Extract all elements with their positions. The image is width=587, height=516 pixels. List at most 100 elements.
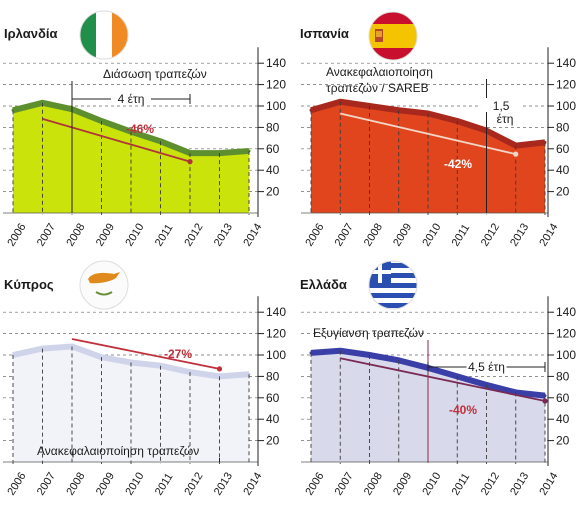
duration-label: 1,5 <box>493 99 510 113</box>
area-plot: -46% 20 40 60 80 100 120 140 2006 2007 2008 2009 201… <box>3 47 286 249</box>
trend-end-marker <box>216 366 223 372</box>
x-tick-label: 2010 <box>123 470 146 497</box>
country-label: Ιρλανδία <box>4 26 57 41</box>
y-tick-label: 140 <box>266 56 286 70</box>
y-tick-label: 40 <box>556 163 570 177</box>
trend-line <box>71 338 220 370</box>
country-label: Κύπρος <box>4 277 54 292</box>
x-tick-label: 2011 <box>153 222 176 248</box>
x-tick-label: 2009 <box>391 470 414 497</box>
x-tick-label: 2008 <box>362 221 385 248</box>
duration-label-bg <box>481 98 522 112</box>
event-annotation: τραπεζών / SAREB <box>326 81 429 95</box>
ireland-flag-icon <box>80 11 128 59</box>
x-tick-label: 2006 <box>5 221 28 248</box>
trend-end-marker <box>513 151 519 157</box>
x-tick-label: 2006 <box>303 470 326 497</box>
cyprus-flag-icon <box>80 261 128 309</box>
x-tick-label: 2010 <box>123 221 146 248</box>
event-annotation: Διάσωση τραπεζών <box>103 67 207 81</box>
panel-spain: Ισπανία -42% 20 40 60 80 100 120 140 2006 2007 200… <box>300 11 576 249</box>
event-annotation: Ανακεφαλαιοποίηση τραπεζών <box>37 444 199 458</box>
spain-flag-icon <box>369 12 417 60</box>
country-label: Ισπανία <box>300 26 349 41</box>
panel-ireland: Ιρλανδία -46% 20 40 60 80 100 120 140 2006 2007 20… <box>3 10 286 249</box>
x-tick-label: 2013 <box>508 470 531 497</box>
x-tick-label: 2007 <box>35 221 58 248</box>
y-tick-label: 120 <box>556 78 576 92</box>
x-tick-label: 2010 <box>420 470 443 497</box>
panel-cyprus: Κύπρος -27% 20 40 60 80 100 120 140 2006 2007 2008… <box>3 260 286 498</box>
y-tick-label: 20 <box>556 434 570 448</box>
x-tick-label: 2009 <box>94 221 117 248</box>
x-tick-label: 2013 <box>508 221 531 248</box>
duration-label: 4,5 έτη <box>468 360 505 374</box>
area-plot: -27% 20 40 60 80 100 120 140 2006 2007 2008 2009 201… <box>3 296 286 498</box>
y-tick-label: 120 <box>266 327 286 341</box>
y-tick-label: 80 <box>556 369 570 383</box>
y-tick-label: 100 <box>266 99 286 113</box>
y-tick-label: 40 <box>556 412 570 426</box>
y-tick-label: 80 <box>556 120 570 134</box>
duration-label: έτη <box>497 112 514 126</box>
x-tick-label: 2007 <box>333 221 356 248</box>
x-tick-label: 2007 <box>35 470 58 497</box>
y-tick-label: 140 <box>556 305 576 319</box>
y-tick-label: 60 <box>266 391 280 405</box>
y-tick-label: 140 <box>556 56 576 70</box>
x-tick-label: 2012 <box>479 470 502 497</box>
x-tick-label: 2011 <box>450 222 473 248</box>
y-tick-label: 80 <box>266 120 280 134</box>
x-tick-label: 2014 <box>241 221 264 248</box>
x-tick-label: 2012 <box>182 470 205 497</box>
x-tick-label: 2010 <box>420 221 443 248</box>
x-tick-label: 2008 <box>64 221 87 248</box>
x-tick-label: 2009 <box>94 470 117 497</box>
y-tick-label: 140 <box>266 305 286 319</box>
x-tick-label: 2013 <box>212 221 235 248</box>
x-tick-label: 2006 <box>5 470 28 497</box>
y-tick-label: 120 <box>266 78 286 92</box>
x-tick-label: 2012 <box>479 221 502 248</box>
country-label: Ελλάδα <box>300 277 347 292</box>
y-tick-label: 60 <box>556 142 570 156</box>
x-tick-label: 2007 <box>333 470 356 497</box>
event-annotation: Εξυγίανση τραπεζών <box>313 326 424 340</box>
change-label: -42% <box>444 157 472 171</box>
x-tick-label: 2012 <box>182 221 205 248</box>
y-tick-label: 80 <box>266 369 280 383</box>
trend-line <box>42 117 191 163</box>
x-tick-label: 2014 <box>537 221 560 248</box>
duration-label-bg <box>111 91 151 105</box>
trend-end-marker <box>187 159 193 165</box>
y-tick-label: 60 <box>556 391 570 405</box>
x-tick-label: 2011 <box>450 471 473 497</box>
x-tick-label: 2014 <box>537 470 560 497</box>
change-label: -40% <box>449 403 477 417</box>
y-tick-label: 100 <box>556 99 576 113</box>
x-tick-label: 2008 <box>362 470 385 497</box>
y-tick-label: 120 <box>556 327 576 341</box>
trend-line <box>340 357 546 402</box>
x-tick-label: 2009 <box>391 221 414 248</box>
change-label: -46% <box>126 122 154 136</box>
greece-flag-icon <box>369 261 417 309</box>
event-annotation: Ανακεφαλαιοποίηση <box>326 65 433 79</box>
y-tick-label: 100 <box>556 348 576 362</box>
y-tick-label: 20 <box>266 434 280 448</box>
y-tick-label: 40 <box>266 163 280 177</box>
change-label: -27% <box>164 347 192 361</box>
y-tick-label: 20 <box>556 185 570 199</box>
x-tick-label: 2011 <box>153 471 176 497</box>
x-tick-label: 2013 <box>212 470 235 497</box>
panel-greece: Ελλάδα -40% 20 40 60 80 100 120 140 2006 2007 2008… <box>300 260 576 498</box>
y-tick-label: 20 <box>266 185 280 199</box>
trend-end-marker <box>542 398 548 404</box>
x-tick-label: 2006 <box>303 221 326 248</box>
area-plot: -42% 20 40 60 80 100 120 140 2006 2007 2008 2009 201… <box>301 47 576 249</box>
x-tick-label: 2008 <box>64 470 87 497</box>
duration-label: 4 έτη <box>118 92 145 106</box>
y-tick-label: 100 <box>266 348 286 362</box>
area-plot: -40% 20 40 60 80 100 120 140 2006 2007 2008 2009 201… <box>301 296 576 498</box>
